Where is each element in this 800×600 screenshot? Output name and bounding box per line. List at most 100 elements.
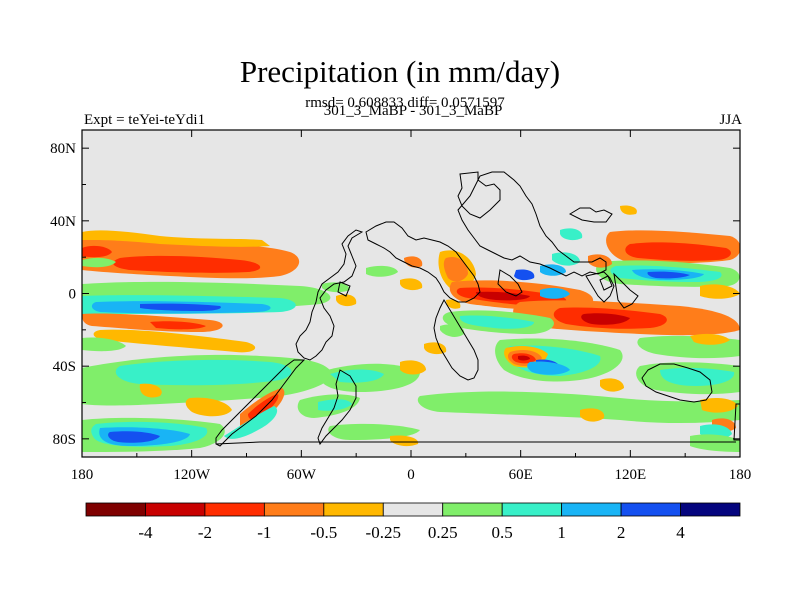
contour-asia-yellow bbox=[700, 284, 740, 299]
lat-label: 40N bbox=[50, 214, 76, 230]
contour-eq-blue bbox=[140, 303, 221, 311]
contour-atl-green bbox=[366, 265, 398, 277]
case-names: 301_3_MaBP - 301_3_MaBP bbox=[323, 103, 503, 119]
colorbar-swatch bbox=[145, 502, 206, 517]
precip-field bbox=[82, 205, 740, 452]
coast-australia bbox=[641, 363, 713, 403]
contour-satl-yellow bbox=[400, 360, 426, 375]
colorbar-swatch bbox=[680, 502, 741, 517]
contour-pac-n-yellow bbox=[82, 230, 270, 247]
colorbar-swatch bbox=[442, 502, 503, 517]
colorbar-label: -0.25 bbox=[366, 523, 401, 542]
contour-spac-yellow bbox=[93, 329, 256, 353]
colorbar-label: 1 bbox=[557, 523, 566, 542]
contour-atl-yellow2 bbox=[336, 294, 357, 307]
contour-asia-blue bbox=[647, 271, 690, 279]
colorbar-swatch bbox=[85, 502, 146, 517]
coast-island2 bbox=[599, 275, 613, 291]
contour-asia-yellow2 bbox=[620, 205, 637, 215]
contour-sio-darkred bbox=[518, 355, 530, 361]
contour-fe-yellow bbox=[424, 342, 447, 355]
colorbar-swatch bbox=[323, 502, 384, 517]
contour-pac-n-green bbox=[82, 257, 116, 268]
contour-af-orange bbox=[443, 256, 468, 282]
coast-india bbox=[585, 271, 615, 303]
contour-soe-yellow3 bbox=[580, 408, 605, 422]
contour-asia-blue2 bbox=[514, 269, 535, 281]
lon-label: 180 bbox=[71, 467, 94, 483]
lat-label: 80S bbox=[53, 432, 76, 448]
contour-wp-blue bbox=[540, 287, 570, 299]
colorbar-swatch bbox=[620, 502, 681, 517]
coast-europe bbox=[365, 221, 481, 303]
coast-island1 bbox=[568, 207, 613, 223]
lon-label: 180 bbox=[729, 467, 752, 483]
lat-label: 0 bbox=[69, 287, 77, 303]
contour-io-darkred bbox=[476, 291, 530, 301]
contour-soe-cyan bbox=[660, 367, 735, 386]
coast-island4 bbox=[733, 403, 740, 441]
contour-spac-red bbox=[150, 321, 206, 330]
coast-samerica-east bbox=[317, 369, 357, 446]
contour-fe-green bbox=[440, 324, 465, 337]
contour-eep-yellow bbox=[690, 333, 730, 345]
colorbar-label: 4 bbox=[676, 523, 685, 542]
colorbar-swatch bbox=[501, 502, 563, 517]
coast-arabia bbox=[497, 269, 523, 297]
contour-wp-darkred bbox=[581, 313, 630, 325]
coastlines bbox=[215, 171, 740, 447]
colorbar: -4 -2 -1 -0.5 -0.25 0.25 0.5 1 2 4 bbox=[85, 502, 741, 542]
coast-island3 bbox=[337, 281, 351, 297]
coast-seasia bbox=[613, 272, 639, 309]
contour-satl-cyan bbox=[330, 369, 384, 383]
colorbar-label: -2 bbox=[198, 523, 212, 542]
colorbar-label: 0.25 bbox=[428, 523, 458, 542]
colorbar-swatch bbox=[204, 502, 265, 517]
colorbar-label: 0.5 bbox=[492, 523, 513, 542]
contour-wp-cyan bbox=[459, 315, 534, 329]
contour-sopac-cyan bbox=[115, 359, 292, 386]
colorbar-swatch bbox=[382, 502, 444, 517]
contour-satl-yellow2 bbox=[390, 435, 419, 447]
contour-ant-blue bbox=[108, 431, 160, 443]
lat-label: 80N bbox=[50, 141, 76, 157]
colorbar-label: -1 bbox=[257, 523, 271, 542]
contour-soe-yellow2 bbox=[600, 378, 624, 392]
season-label: JJA bbox=[719, 112, 742, 128]
colorbar-swatch bbox=[561, 502, 622, 517]
contour-pac-n-red2 bbox=[82, 245, 112, 258]
contour-atl-yellow bbox=[400, 278, 423, 291]
contour-soe-yellow bbox=[700, 398, 738, 413]
lon-label: 120E bbox=[614, 467, 646, 483]
colorbar-label: 2 bbox=[617, 523, 626, 542]
contour-sopac-yellow bbox=[185, 397, 232, 417]
colorbar-swatch bbox=[263, 502, 325, 517]
lon-label: 60W bbox=[287, 467, 317, 483]
lat-axis: 80N 40N 0 40S 80S bbox=[50, 141, 740, 448]
contour-sa-red bbox=[248, 394, 279, 420]
lat-label: 40S bbox=[53, 359, 76, 375]
stats-line: rmsd= 0.608833 diff= 0.0571597 bbox=[305, 95, 505, 111]
coast-antarctica bbox=[215, 441, 736, 445]
coast-africa bbox=[433, 298, 479, 381]
lon-axis: 180 120W 60W 0 60E 120E 180 bbox=[71, 130, 752, 483]
contour-pac-n-red bbox=[113, 255, 261, 273]
contour-sopac-yellow2 bbox=[139, 383, 162, 398]
lon-label: 0 bbox=[407, 467, 415, 483]
contour-atl-green2 bbox=[322, 282, 350, 293]
contour-sa-cyan bbox=[224, 406, 278, 439]
colorbar-label: -4 bbox=[138, 523, 153, 542]
contour-asia-cyan2 bbox=[552, 252, 580, 266]
figure-title: Precipitation (in mm/day) bbox=[239, 54, 561, 89]
coast-namerica bbox=[295, 229, 364, 361]
lon-label: 120W bbox=[173, 467, 211, 483]
contour-soe-green bbox=[417, 391, 740, 423]
contour-spac-green bbox=[82, 337, 126, 352]
experiment-label: Expt = teYei-teYdi1 bbox=[84, 112, 206, 128]
contour-soe-green3 bbox=[690, 434, 740, 452]
colorbar-label: -0.5 bbox=[310, 523, 337, 542]
lon-label: 60E bbox=[509, 467, 533, 483]
coast-greenland bbox=[457, 171, 501, 219]
